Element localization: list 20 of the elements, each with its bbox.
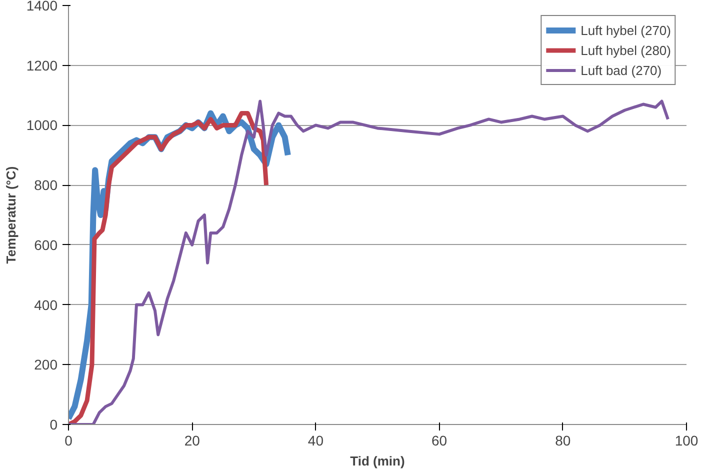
x-tick-label: 40 bbox=[308, 432, 324, 448]
legend-label: Luft bad (270) bbox=[580, 62, 662, 78]
x-tick-label: 20 bbox=[184, 432, 200, 448]
y-tick-label: 600 bbox=[34, 236, 58, 253]
y-tick-label: 200 bbox=[34, 356, 58, 373]
y-tick-label: 1000 bbox=[26, 117, 58, 134]
x-tick-label: 80 bbox=[555, 432, 571, 448]
legend-label: Luft hybel (280) bbox=[580, 42, 671, 58]
x-axis-title: Tid (min) bbox=[350, 454, 405, 468]
y-tick-label: 400 bbox=[34, 296, 58, 313]
y-tick-label: 1400 bbox=[26, 0, 58, 14]
x-tick-label: 60 bbox=[432, 432, 448, 448]
legend-label: Luft hybel (270) bbox=[580, 22, 671, 38]
x-tick-label: 0 bbox=[64, 432, 73, 448]
y-tick-label: 800 bbox=[34, 177, 58, 194]
x-tick-label: 100 bbox=[674, 432, 698, 448]
y-tick-label: 0 bbox=[50, 416, 58, 432]
y-tick-label: 1200 bbox=[26, 57, 58, 74]
line-series bbox=[68, 100, 670, 424]
y-axis-title: Temperatur (°C) bbox=[3, 166, 18, 264]
